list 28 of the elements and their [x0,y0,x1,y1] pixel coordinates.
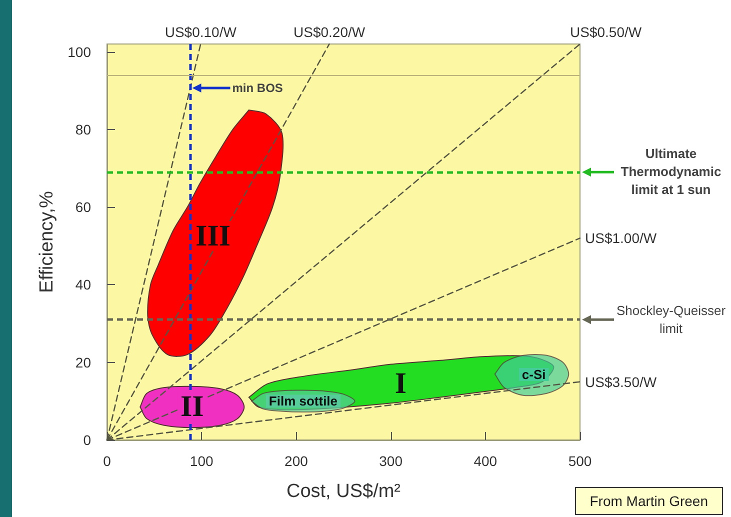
series-label: I [394,366,407,400]
ref-line-label: Ultimate Thermodynamic limit at 1 sun [620,145,722,200]
x-axis-title: Cost, US$/m² [286,481,401,502]
series-label: II [180,390,204,424]
y-tick-label: 60 [75,199,92,216]
series-label: US$1.00/W [585,230,658,246]
y-tick-label: 100 [68,44,92,60]
x-tick-label: 500 [568,453,592,469]
series-label: US$0.50/W [570,24,642,40]
y-axis-title: Efficiency,% [36,191,58,293]
x-tick-label: 300 [379,453,403,469]
series-label: III [196,219,231,252]
x-tick-label: 0 [103,453,112,469]
series-label: c-Si [522,367,546,382]
ref-line-label: Shockley-Queisser limit [615,302,727,338]
x-tick-label: 400 [474,453,498,469]
y-tick-label: 20 [75,354,92,370]
x-tick-label: 100 [190,453,214,469]
y-tick-label: 0 [83,432,92,448]
series-label: US$0.20/W [294,24,366,40]
series-label: Film sottile [268,394,338,409]
ref-line-label: min BOS [232,80,283,97]
x-tick-label: 200 [284,453,308,469]
series-label: US$0.10/W [164,24,238,40]
text: From Martin Green [574,487,723,515]
y-tick-label: 80 [75,121,92,138]
y-tick-label: 40 [75,276,92,293]
series-label: US$3.50/W [585,374,658,390]
